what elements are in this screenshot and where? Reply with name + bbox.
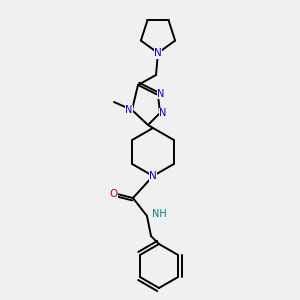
Text: O: O [109, 189, 117, 199]
Text: NH: NH [152, 209, 167, 219]
Text: N: N [159, 108, 167, 118]
Text: N: N [157, 89, 165, 99]
Text: N: N [154, 48, 162, 58]
Text: N: N [125, 105, 133, 115]
Text: N: N [149, 171, 157, 181]
